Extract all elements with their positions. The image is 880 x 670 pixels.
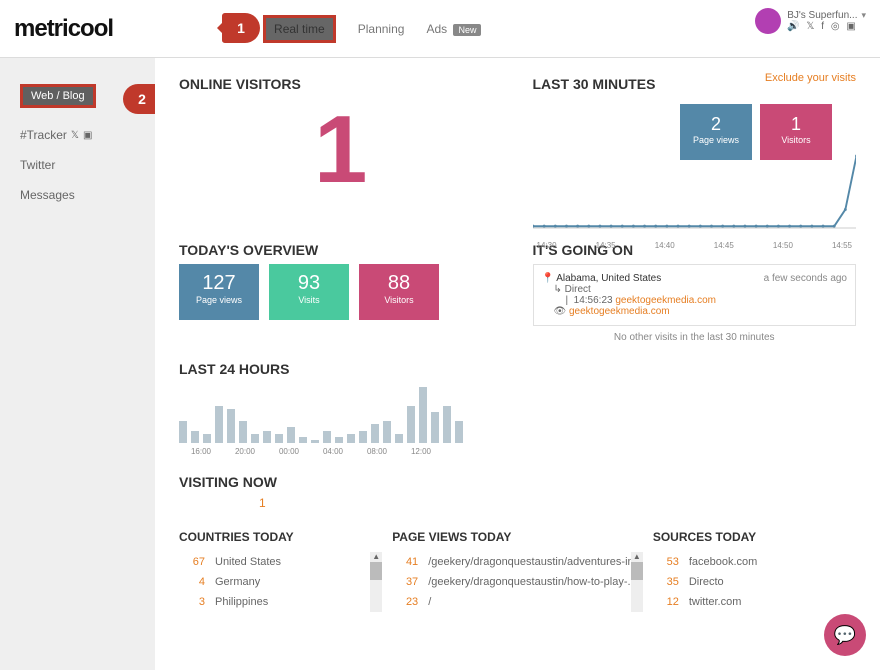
- twitter-icon: 𝕏: [806, 21, 816, 32]
- brand-logo: metricool: [14, 15, 113, 43]
- user-area[interactable]: BJ's Superfun... ▾ 🔊 𝕏 f ◎ ▣: [755, 8, 866, 34]
- table-row[interactable]: 3Philippines: [179, 592, 382, 612]
- overview-tiles: 127Page views93Visits88Visitors: [179, 264, 503, 320]
- pageviews-table: 41/geekery/dragonquestaustin/adventures-…: [392, 552, 643, 612]
- nav-realtime[interactable]: Real time: [263, 15, 336, 43]
- location-icon: 📍: [542, 273, 554, 284]
- rss-icon: 🔊: [787, 21, 801, 32]
- table-row[interactable]: 4Germany: [179, 572, 382, 592]
- countries-col: COUNTRIES TODAY 67United States4Germany3…: [179, 530, 382, 612]
- going-on-box: 📍 Alabama, United States a few seconds a…: [533, 264, 857, 326]
- visit-time: 14:56:23: [574, 295, 613, 306]
- last30-panel: LAST 30 MINUTES 2Page views1Visitors 14:…: [533, 76, 857, 242]
- visit-link[interactable]: geektogeekmedia.com: [615, 295, 716, 306]
- visiting-now-panel: VISITING NOW 1: [179, 474, 856, 510]
- overview-panel: TODAY'S OVERVIEW 127Page views93Visits88…: [179, 242, 503, 343]
- sources-table: 53facebook.com35Directo12twitter.com: [653, 552, 856, 612]
- scrollbar[interactable]: ▲: [631, 552, 643, 612]
- visiting-now-count: 1: [259, 496, 856, 510]
- twitter-icon: 𝕏: [71, 130, 79, 141]
- last24-x-labels: 16:0020:0000:0004:0008:0012:00: [179, 447, 856, 456]
- sidebar-item-messages[interactable]: Messages: [20, 180, 155, 210]
- table-row[interactable]: 67United States: [179, 552, 382, 572]
- section-title: ONLINE VISITORS: [179, 76, 503, 92]
- top-nav: Real time Planning Ads New: [263, 15, 481, 43]
- going-on-panel: IT'S GOING ON 📍 Alabama, United States a…: [533, 242, 857, 343]
- user-name: BJ's Superfun...: [787, 10, 857, 21]
- new-badge: New: [453, 24, 481, 36]
- sources-col: SOURCES TODAY 53facebook.com35Directo12t…: [653, 530, 856, 612]
- instagram-icon: ▣: [83, 130, 92, 141]
- last24-panel: LAST 24 HOURS 16:0020:0000:0004:0008:001…: [179, 361, 856, 456]
- tables-row: COUNTRIES TODAY 67United States4Germany3…: [179, 530, 856, 612]
- table-title: COUNTRIES TODAY: [179, 530, 382, 544]
- header: metricool Real time Planning Ads New 1 B…: [0, 0, 880, 58]
- body: Web / Blog 2 #Tracker 𝕏 ▣ Twitter Messag…: [0, 58, 880, 670]
- sidebar-item-twitter[interactable]: Twitter: [20, 150, 155, 180]
- annotation-1: 1: [222, 13, 260, 43]
- facebook-icon: f: [821, 21, 826, 32]
- sidebar-item-label: #Tracker: [20, 128, 67, 142]
- stat-tile: 88Visitors: [359, 264, 439, 320]
- scrollbar[interactable]: ▲: [370, 552, 382, 612]
- online-visitors-count: 1: [179, 102, 503, 198]
- sidebar-item-label: Web / Blog: [20, 84, 96, 108]
- referrer: Direct: [565, 284, 591, 295]
- section-title: TODAY'S OVERVIEW: [179, 242, 503, 258]
- stat-tile: 93Visits: [269, 264, 349, 320]
- sidebar-item-tracker[interactable]: #Tracker 𝕏 ▣: [20, 120, 155, 150]
- avatar: [755, 8, 781, 34]
- chat-icon: 💬: [834, 625, 856, 646]
- section-title: VISITING NOW: [179, 474, 856, 490]
- sidebar: Web / Blog 2 #Tracker 𝕏 ▣ Twitter Messag…: [0, 58, 155, 670]
- table-row[interactable]: 35Directo: [653, 572, 856, 592]
- table-row[interactable]: 53facebook.com: [653, 552, 856, 572]
- nav-ads-label: Ads: [426, 22, 447, 36]
- target-icon: ◎: [831, 21, 842, 32]
- section-title: LAST 24 HOURS: [179, 361, 856, 377]
- no-more-visits: No other visits in the last 30 minutes: [533, 332, 857, 343]
- chat-fab[interactable]: 💬: [824, 614, 866, 656]
- nav-ads[interactable]: Ads New: [426, 22, 481, 36]
- last24-bars: [179, 383, 856, 443]
- countries-table: 67United States4Germany3Philippines: [179, 552, 382, 612]
- online-visitors-panel: ONLINE VISITORS 1: [179, 76, 503, 242]
- visit-link[interactable]: geektogeekmedia.com: [569, 306, 670, 317]
- table-row[interactable]: 12twitter.com: [653, 592, 856, 612]
- stat-tile: 127Page views: [179, 264, 259, 320]
- instagram-icon: ▣: [846, 21, 857, 32]
- table-row[interactable]: 41/geekery/dragonquestaustin/adventures-…: [392, 552, 643, 572]
- table-title: PAGE VIEWS TODAY: [392, 530, 643, 544]
- table-row[interactable]: 37/geekery/dragonquestaustin/how-to-play…: [392, 572, 643, 592]
- table-row[interactable]: 23/: [392, 592, 643, 612]
- section-title: LAST 30 MINUTES: [533, 76, 857, 92]
- chart-x-labels: 14:3014:3514:4014:4514:5014:55: [533, 241, 857, 250]
- chevron-down-icon: ▾: [861, 10, 866, 21]
- nav-planning[interactable]: Planning: [358, 22, 405, 36]
- user-social-icons: 🔊 𝕏 f ◎ ▣: [787, 21, 866, 32]
- main-content: Exclude your visits ONLINE VISITORS 1 LA…: [155, 58, 880, 670]
- eye-icon: 👁: [554, 306, 567, 317]
- time-ago: a few seconds ago: [764, 273, 847, 284]
- table-title: SOURCES TODAY: [653, 530, 856, 544]
- last30-chart: 14:3014:3514:4014:4514:5014:55: [533, 152, 857, 242]
- pageviews-col: PAGE VIEWS TODAY 41/geekery/dragonquesta…: [392, 530, 643, 612]
- location-text: Alabama, United States: [556, 273, 661, 284]
